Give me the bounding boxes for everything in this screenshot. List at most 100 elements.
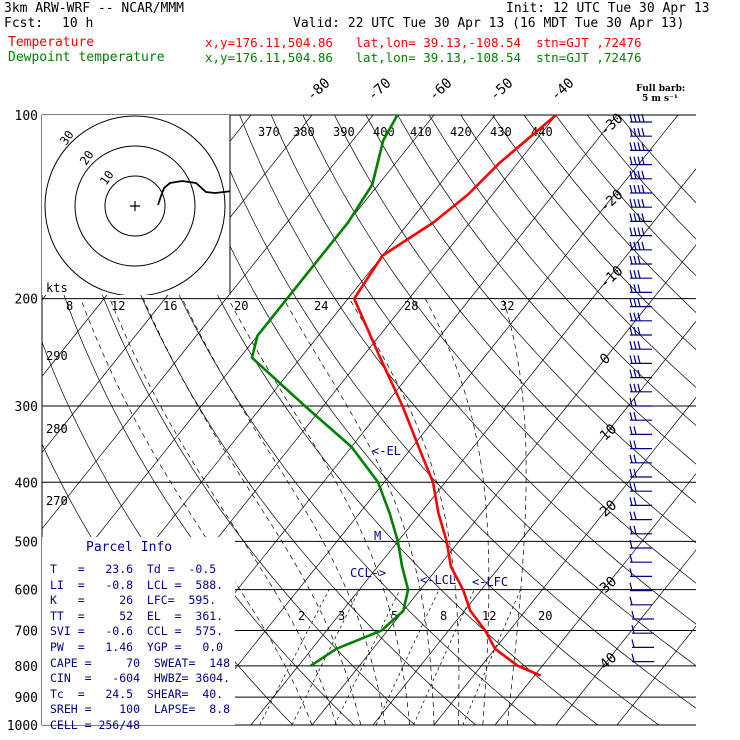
mixing-ratio-label: 2 <box>298 609 305 623</box>
wind-barb-flag <box>637 355 641 364</box>
wind-barb-flag <box>637 128 641 137</box>
temperature-location-info: x,y=176.11,504.86 lat,lon= 39.13,-108.54… <box>205 35 642 50</box>
pressure-label: 500 <box>15 535 38 550</box>
wind-barb-flag <box>633 142 637 151</box>
annotation-lcl: <-LCL <box>420 573 456 587</box>
wind-barb-flag <box>629 454 633 463</box>
wind-barb <box>629 582 652 592</box>
isotherm-line <box>311 244 696 725</box>
parcel-info-row: TT = 52 EL = 361. <box>50 608 224 623</box>
wind-barb <box>631 653 654 663</box>
wind-barb-flag <box>629 128 633 137</box>
annotation-lfc: <-LFC <box>472 575 508 589</box>
wind-barb-flag <box>633 412 637 421</box>
parcel-info-row: PW = 1.46 YGP = 0.0 <box>50 639 224 654</box>
wind-barb-flag <box>629 241 633 250</box>
wind-barb-flag <box>641 170 645 179</box>
dry-adiabat-line <box>302 115 696 584</box>
wind-barb <box>629 170 652 180</box>
dry-adiabat-line <box>334 115 696 544</box>
hodograph-axis-label: 24 <box>314 299 328 313</box>
pressure-label: 100 <box>15 109 38 124</box>
dry-adiabat-line <box>112 115 538 725</box>
theta-label: 380 <box>293 125 315 139</box>
wind-barb-flag <box>629 213 633 222</box>
wind-barb-flag <box>637 241 641 250</box>
dry-adiabat-line <box>428 115 696 426</box>
isotherm-label: -80 <box>304 75 334 104</box>
theta-label: 370 <box>258 125 280 139</box>
wind-barb-flag <box>629 369 633 378</box>
wind-barb-flag <box>641 113 645 123</box>
wind-barb-flag <box>629 483 633 492</box>
wind-barb-flag <box>633 170 637 179</box>
wind-barb-flag <box>629 539 633 549</box>
wind-barb <box>629 241 652 251</box>
wind-barb-flag <box>629 227 633 236</box>
wind-barb-flag <box>641 142 645 151</box>
wind-barb-flag <box>633 284 637 293</box>
wind-barb <box>629 369 652 379</box>
wind-barb-flag <box>629 255 633 265</box>
wind-barb-flag <box>631 639 635 648</box>
wind-barb-flag <box>633 326 637 336</box>
dewpoint-location-info: x,y=176.11,504.86 lat,lon= 39.13,-108.54… <box>205 50 642 65</box>
wind-barb <box>629 255 652 265</box>
forecast-label: Fcst: <box>4 16 44 31</box>
wind-barb-flag <box>631 610 635 620</box>
wind-barb <box>629 284 652 293</box>
wind-barb-flag <box>629 326 633 336</box>
hodograph-axis-label: 28 <box>404 299 418 313</box>
wind-barb-flag <box>629 383 633 392</box>
wind-barb-flag <box>629 397 633 407</box>
wind-barb-flag <box>629 554 633 563</box>
parcel-annotations: <-EL <-LCL <-LFC CCL-> M <box>350 444 508 589</box>
wind-barb-flag <box>637 312 641 321</box>
wind-barb-flag <box>641 241 645 250</box>
wind-barb <box>629 596 652 606</box>
hodograph-center-mark <box>130 201 140 211</box>
wind-barb-flag <box>641 213 645 222</box>
dewpoint-profile-line <box>250 115 410 667</box>
wind-barb-flag <box>629 568 633 577</box>
isotherm-line <box>372 320 696 725</box>
isotherm-line <box>42 115 252 377</box>
mixing-ratio-label: 20 <box>538 609 552 623</box>
hodograph-ring-label: 20 <box>77 148 97 168</box>
mixing-ratio-label: 8 <box>440 609 447 623</box>
hodograph <box>42 115 230 295</box>
wind-barb-flag <box>633 525 637 534</box>
wind-barb-flag <box>637 369 641 378</box>
pressure-label: 800 <box>15 660 38 675</box>
dry-adiabat-line <box>460 115 696 388</box>
isotherm-line <box>555 549 696 725</box>
wind-barb-flag <box>633 355 637 364</box>
hodograph-units: kts <box>46 281 68 295</box>
wind-barb <box>629 497 652 506</box>
dry-adiabat-line <box>207 115 696 709</box>
hodograph-axis-label: 8 <box>66 299 73 313</box>
wind-barb <box>629 511 652 521</box>
sounding-profiles <box>250 115 557 677</box>
theta-label: 410 <box>410 125 432 139</box>
wind-barb <box>629 270 652 279</box>
wind-barb <box>629 312 652 322</box>
wind-barb <box>629 298 652 308</box>
wind-barb <box>629 383 652 393</box>
wind-barb <box>629 213 652 222</box>
theta-label: 420 <box>450 125 472 139</box>
wind-barb <box>629 326 652 336</box>
wind-barb-flag <box>637 184 641 194</box>
barb-legend-line1: Full barb: <box>636 84 686 94</box>
hodograph-ring <box>44 115 226 295</box>
barb-legend-line2: 5 m s⁻¹ <box>642 94 678 104</box>
pressure-label: 700 <box>15 625 38 640</box>
wind-barb-flag <box>629 525 633 534</box>
isotherm-line <box>250 168 696 725</box>
pressure-label: 400 <box>15 476 38 491</box>
wind-barb-flag <box>629 312 633 321</box>
wind-barb-flag <box>629 426 633 435</box>
wind-barb-flag <box>633 440 637 449</box>
mixing-ratio-line <box>462 589 521 725</box>
